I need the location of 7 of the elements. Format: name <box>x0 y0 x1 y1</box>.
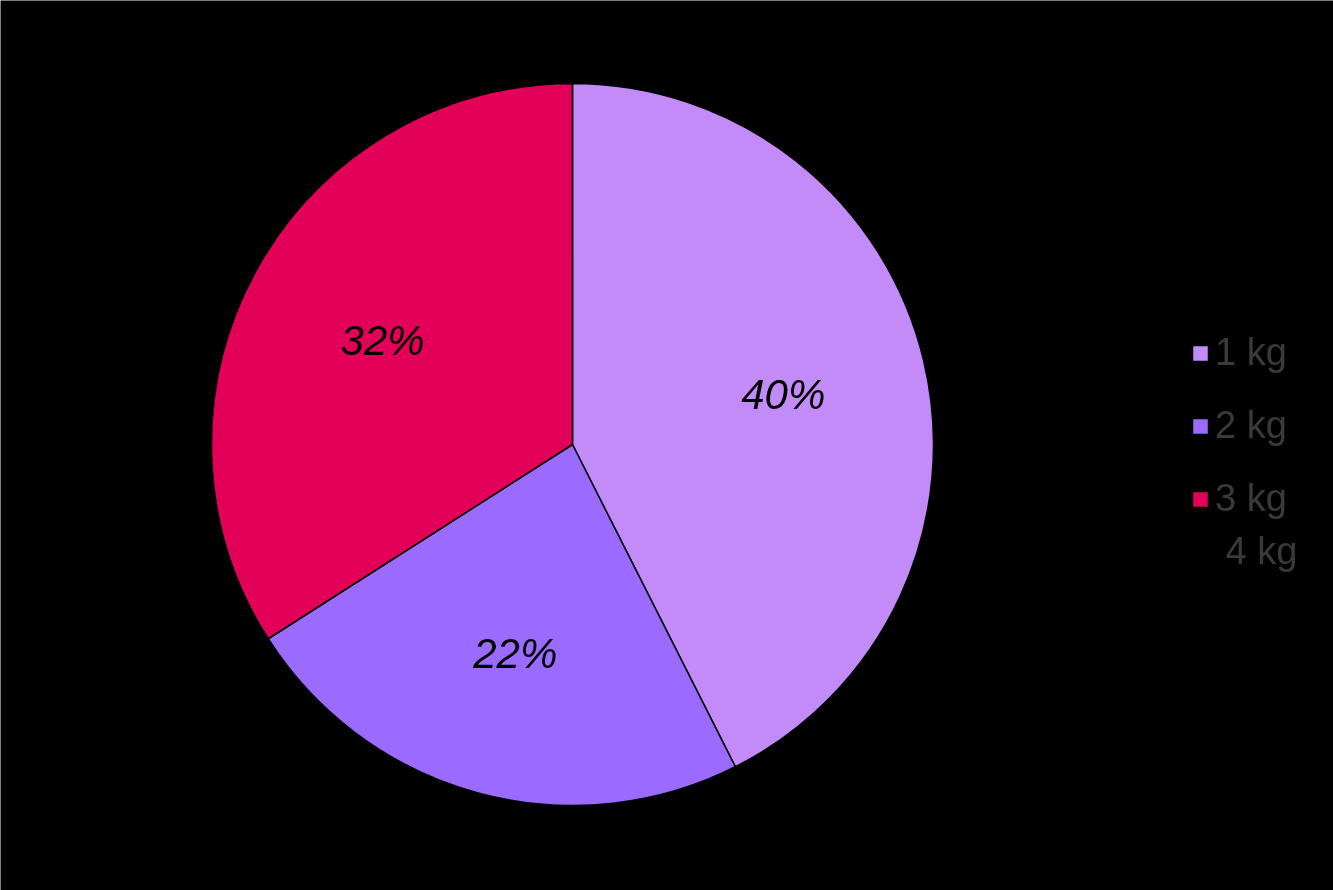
category-label: 4 kg <box>1225 529 1298 572</box>
legend-label: 1 kg <box>1215 331 1287 374</box>
data-label: 32% <box>340 316 425 364</box>
legend-label: 3 kg <box>1215 477 1287 520</box>
data-label: 40% <box>741 370 826 418</box>
data-label: 22% <box>472 629 558 677</box>
legend-label: 2 kg <box>1215 404 1287 447</box>
